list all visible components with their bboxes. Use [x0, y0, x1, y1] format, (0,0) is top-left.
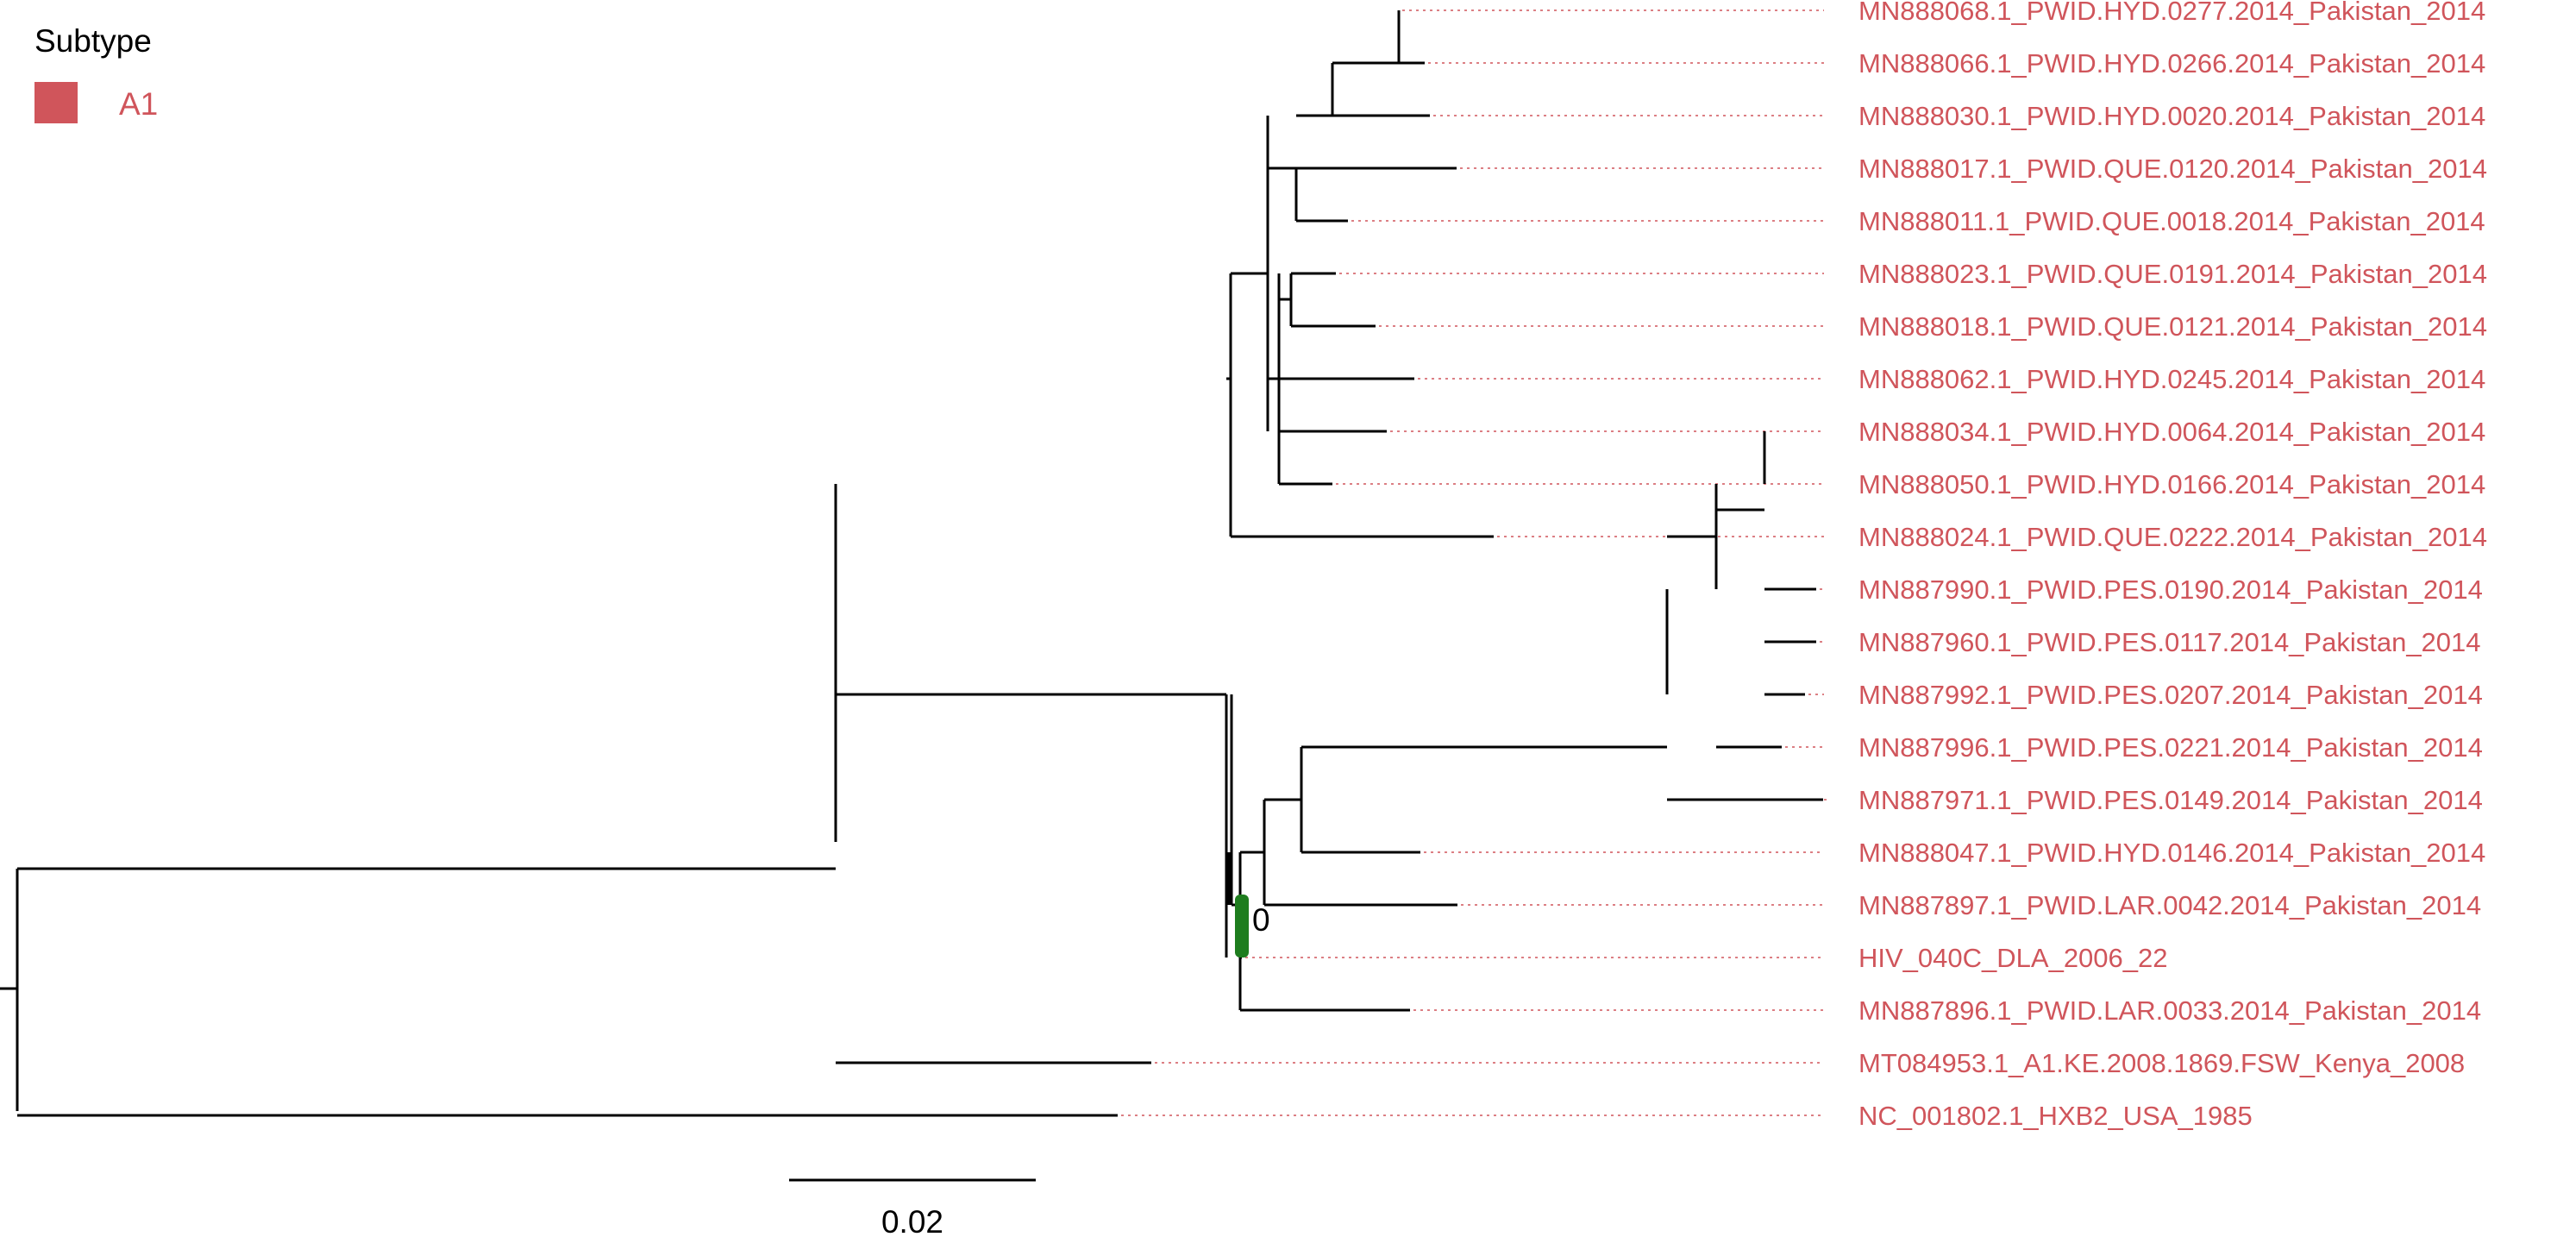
tip-label: MN887996.1_PWID.PES.0221.2014_Pakistan_2…: [1858, 732, 2483, 763]
tip-label: MN888050.1_PWID.HYD.0166.2014_Pakistan_2…: [1858, 469, 2485, 499]
tip-label: MN888034.1_PWID.HYD.0064.2014_Pakistan_2…: [1858, 417, 2485, 447]
tip-guide-lines: [1121, 9, 1827, 1116]
legend: Subtype A1: [34, 23, 158, 123]
legend-label-a1: A1: [119, 86, 158, 122]
tip-label: MN888024.1_PWID.QUE.0222.2014_Pakistan_2…: [1858, 522, 2487, 552]
tip-label: HIV_040C_DLA_2006_22: [1858, 943, 2168, 973]
tip-label: MN887960.1_PWID.PES.0117.2014_Pakistan_2…: [1858, 627, 2481, 657]
tree-branches: [0, 10, 1823, 1117]
tip-label: NC_001802.1_HXB2_USA_1985: [1858, 1101, 2253, 1131]
tip-label: MN887990.1_PWID.PES.0190.2014_Pakistan_2…: [1858, 575, 2483, 605]
legend-swatch-a1: [34, 82, 78, 123]
node-support-bar: [1235, 895, 1249, 958]
tip-label: MN887897.1_PWID.LAR.0042.2014_Pakistan_2…: [1858, 890, 2481, 920]
tip-label: MN887992.1_PWID.PES.0207.2014_Pakistan_2…: [1858, 680, 2483, 710]
tip-label: MN888023.1_PWID.QUE.0191.2014_Pakistan_2…: [1858, 259, 2487, 289]
tip-label: MN888011.1_PWID.QUE.0018.2014_Pakistan_2…: [1858, 206, 2485, 236]
tip-label: MN888030.1_PWID.HYD.0020.2014_Pakistan_2…: [1858, 101, 2485, 131]
legend-title: Subtype: [34, 23, 152, 59]
node-annotation: 0: [1235, 895, 1270, 958]
tip-label: MN888062.1_PWID.HYD.0245.2014_Pakistan_2…: [1858, 364, 2485, 394]
tip-label: MN888017.1_PWID.QUE.0120.2014_Pakistan_2…: [1858, 154, 2487, 184]
tip-label: MN888066.1_PWID.HYD.0266.2014_Pakistan_2…: [1858, 48, 2485, 78]
node-support-label: 0: [1252, 902, 1270, 938]
tip-label: MN887896.1_PWID.LAR.0033.2014_Pakistan_2…: [1858, 995, 2481, 1026]
tip-label: MN888068.1_PWID.HYD.0277.2014_Pakistan_2…: [1858, 0, 2485, 26]
tip-label: MN888047.1_PWID.HYD.0146.2014_Pakistan_2…: [1858, 838, 2485, 868]
scale-bar: 0.02: [789, 1178, 1036, 1237]
scale-bar-label: 0.02: [881, 1204, 943, 1237]
tip-labels: MN888068.1_PWID.HYD.0277.2014_Pakistan_2…: [1858, 0, 2487, 1131]
tip-label: MT084953.1_A1.KE.2008.1869.FSW_Kenya_200…: [1858, 1048, 2465, 1078]
tip-label: MN887971.1_PWID.PES.0149.2014_Pakistan_2…: [1858, 785, 2483, 815]
tip-label: MN888018.1_PWID.QUE.0121.2014_Pakistan_2…: [1858, 311, 2487, 342]
